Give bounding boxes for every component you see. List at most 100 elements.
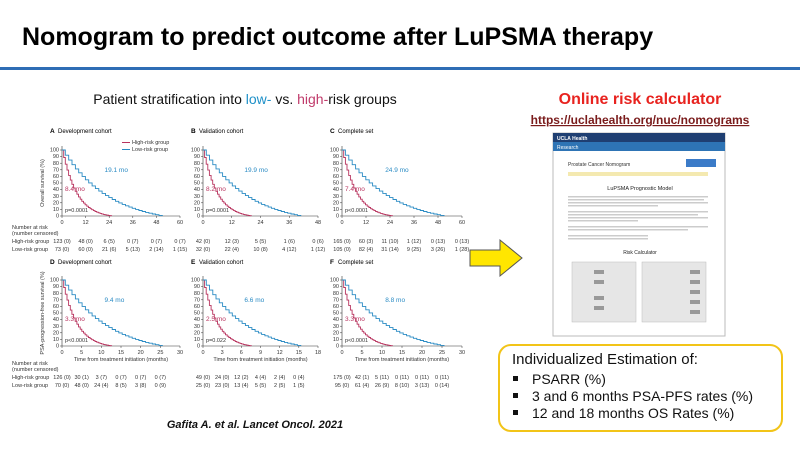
panel-letter: C [330,128,335,135]
y-tick-label: 80 [53,291,59,297]
at-risk-count: 0 (11) [415,375,429,381]
x-axis-label: Time from treatment initiation (months) [213,357,307,363]
arrow [469,238,523,278]
x-tick-label: 24 [106,220,112,226]
at-risk-count: 0 (13) [455,239,470,245]
y-tick-label: 40 [333,187,339,193]
y-tick-label: 40 [53,187,59,193]
y-tick-label: 90 [333,154,339,160]
at-risk-count: 9 (25) [407,247,422,253]
y-tick-label: 60 [53,174,59,180]
x-tick-label: 48 [315,220,321,226]
y-tick-label: 40 [333,317,339,323]
at-risk-count: 2 (4) [274,375,285,381]
x-tick-label: 60 [459,220,465,226]
at-risk-count: 60 (0) [78,247,93,253]
y-tick-label: 100 [191,148,200,154]
at-risk-count: 22 (4) [225,247,240,253]
title-rule [0,67,800,70]
y-tick-label: 0 [56,214,59,220]
y-tick-label: 60 [53,304,59,310]
at-risk-count: 5 (5) [255,239,266,245]
at-risk-count: 0 (7) [127,239,138,245]
at-risk-count: 8 (10) [395,383,410,389]
panel-letter: D [50,259,55,266]
panel-letter: E [191,259,196,266]
site-calc: Risk Calculator [623,250,657,256]
at-risk-count: 123 (0) [53,239,71,245]
share-icons [686,159,716,167]
y-tick-label: 90 [194,154,200,160]
site-nav-label: Research [557,145,579,151]
panel-title: Development cohort [58,260,112,266]
survival-curve [203,149,302,216]
panel-title: Complete set [338,260,374,266]
x-tick-label: 0 [60,220,63,226]
at-risk-count: 82 (4) [359,247,374,253]
y-tick-label: 90 [194,284,200,290]
y-tick-label: 70 [333,297,339,303]
x-tick-label: 0 [60,350,63,356]
y-tick-label: 30 [333,194,339,200]
y-tick-label: 20 [53,330,59,336]
at-risk-count: 8 (5) [115,383,126,389]
at-risk-count: 49 (0) [196,375,211,381]
calculator-url[interactable]: https://uclahealth.org/nuc/nomograms [531,113,750,127]
y-tick-label: 90 [333,284,339,290]
bullet [513,376,518,381]
y-tick-label: 50 [333,181,339,187]
x-tick-label: 30 [459,350,465,356]
at-risk-count: 0 (14) [435,383,450,389]
y-tick-label: 60 [333,304,339,310]
at-risk-count: 42 (0) [196,239,211,245]
survival-curve [203,279,302,346]
at-risk-count: 4 (12) [282,247,297,253]
at-risk-count: 3 (13) [415,383,430,389]
at-risk-header: (number censored) [12,231,59,237]
site-header [553,133,725,142]
at-risk-header: (number censored) [12,367,59,373]
at-risk-count: 165 (0) [333,239,351,245]
panel-letter: F [330,259,334,266]
at-risk-count: 1 (28) [455,247,470,253]
x-tick-label: 10 [98,350,104,356]
y-tick-label: 90 [53,284,59,290]
at-risk-group: High-risk group [12,375,49,381]
y-tick-label: 10 [53,337,59,343]
x-tick-label: 25 [157,350,163,356]
survival-curve [342,149,393,217]
panel-title: Development cohort [58,129,112,135]
panel-letter: B [191,128,196,135]
at-risk-count: 48 (0) [74,383,89,389]
p-value: p=0.0001 [65,208,88,214]
median-high: 3.3 mo [65,316,85,323]
x-tick-label: 48 [435,220,441,226]
notice-bar [568,172,708,176]
panel-letter: A [50,128,55,135]
x-tick-label: 0 [340,220,343,226]
x-tick-label: 3 [221,350,224,356]
x-tick-label: 12 [363,220,369,226]
at-risk-count: 175 (0) [333,375,351,381]
p-value: p<0.0001 [345,338,368,344]
y-tick-label: 60 [333,174,339,180]
y-tick-label: 30 [194,194,200,200]
y-tick-label: 80 [53,161,59,167]
y-tick-label: 10 [194,337,200,343]
y-tick-label: 30 [53,324,59,330]
at-risk-group: Low-risk group [12,383,48,389]
at-risk-count: 24 (4) [94,383,109,389]
y-tick-label: 80 [194,291,200,297]
x-tick-label: 12 [83,220,89,226]
at-risk-count: 12 (3) [225,239,240,245]
median-high: 3.3 mo [345,316,365,323]
y-tick-label: 50 [194,311,200,317]
at-risk-count: 13 (4) [234,383,249,389]
median-low: 8.8 mo [385,297,405,304]
at-risk-count: 1 (5) [293,383,304,389]
at-risk-count: 105 (0) [333,247,351,253]
at-risk-count: 24 (0) [215,375,230,381]
median-high: 8.4 mo [65,186,85,193]
at-risk-count: 2 (14) [149,247,164,253]
median-low: 19.9 mo [244,167,268,174]
